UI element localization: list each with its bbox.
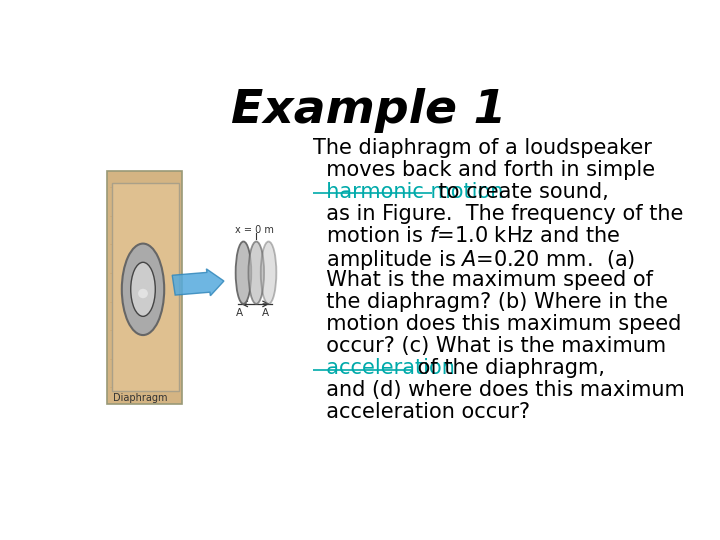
Text: to create sound,: to create sound, bbox=[432, 181, 608, 201]
Ellipse shape bbox=[131, 262, 156, 316]
Bar bbox=[107, 171, 182, 404]
Text: and (d) where does this maximum: and (d) where does this maximum bbox=[313, 380, 685, 400]
Ellipse shape bbox=[248, 241, 264, 304]
Text: motion is $f$=1.0 kHz and the: motion is $f$=1.0 kHz and the bbox=[313, 226, 621, 246]
Text: A: A bbox=[262, 308, 269, 318]
Text: motion does this maximum speed: motion does this maximum speed bbox=[313, 314, 682, 334]
Text: Diaphragm: Diaphragm bbox=[113, 393, 168, 403]
Text: What is the maximum speed of: What is the maximum speed of bbox=[313, 270, 653, 290]
FancyArrow shape bbox=[172, 269, 224, 296]
Text: moves back and forth in simple: moves back and forth in simple bbox=[313, 160, 655, 180]
Ellipse shape bbox=[261, 241, 276, 304]
Ellipse shape bbox=[122, 244, 164, 335]
Text: the diaphragm? (b) Where in the: the diaphragm? (b) Where in the bbox=[313, 292, 668, 312]
Text: x = 0 m: x = 0 m bbox=[235, 225, 274, 235]
Text: occur? (c) What is the maximum: occur? (c) What is the maximum bbox=[313, 336, 666, 356]
Text: A: A bbox=[235, 308, 243, 318]
Bar bbox=[112, 183, 179, 391]
Text: acceleration occur?: acceleration occur? bbox=[313, 402, 531, 422]
Text: acceleration: acceleration bbox=[313, 358, 455, 378]
Ellipse shape bbox=[235, 241, 251, 304]
Text: as in Figure.  The frequency of the: as in Figure. The frequency of the bbox=[313, 204, 683, 224]
Text: amplitude is $A$=0.20 mm.  (a): amplitude is $A$=0.20 mm. (a) bbox=[313, 248, 636, 272]
Text: of the diaphragm,: of the diaphragm, bbox=[411, 358, 605, 378]
Text: Example 1: Example 1 bbox=[231, 87, 507, 133]
Ellipse shape bbox=[138, 289, 148, 298]
Text: The diaphragm of a loudspeaker: The diaphragm of a loudspeaker bbox=[313, 138, 652, 158]
Text: harmonic motion: harmonic motion bbox=[313, 181, 503, 201]
